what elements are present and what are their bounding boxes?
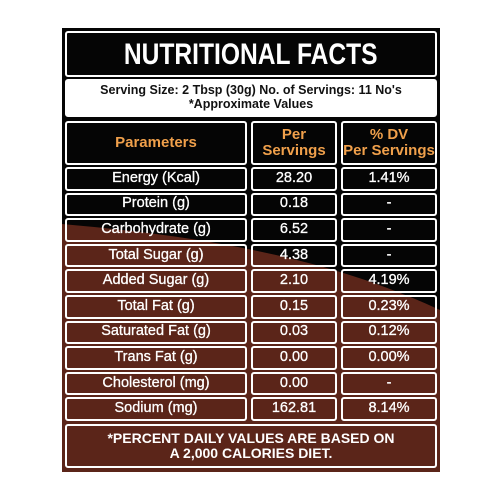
value: 0.00 (251, 371, 337, 396)
footer-box: *PERCENT DAILY VALUES ARE BASED ON A 2,00… (65, 424, 437, 468)
value: 6.52 (251, 218, 337, 242)
value: 0.23% (341, 295, 437, 319)
parameter: Trans Fat (g) (65, 346, 247, 370)
parameter: Total Sugar (g) (65, 243, 247, 268)
value: 28.20 (251, 167, 337, 191)
parameter: Carbohydrate (g) (65, 218, 247, 242)
value: 162.81 (251, 397, 337, 421)
value: 0.00 (251, 346, 337, 370)
parameter: Energy (Kcal) (65, 167, 247, 191)
parameter: Sodium (mg) (65, 397, 247, 421)
value: 4.19% (341, 269, 437, 293)
column-header: % DV Per Servings (341, 121, 437, 165)
serving-box: Serving Size: 2 Tbsp (30g) No. of Servin… (65, 79, 437, 117)
column-header: Parameters (65, 121, 247, 165)
value: 0.15 (251, 295, 337, 319)
value: 0.18 (251, 192, 337, 217)
parameter: Saturated Fat (g) (65, 320, 247, 345)
value: 0.03 (251, 320, 337, 345)
header-line: Per Servings (343, 142, 435, 159)
parameter: Total Fat (g) (65, 295, 247, 319)
footer-line: *PERCENT DAILY VALUES ARE BASED ON (107, 429, 395, 446)
value: 8.14% (341, 397, 437, 421)
value: 2.10 (251, 269, 337, 293)
serving-size: Serving Size: 2 Tbsp (30g) No. of Servin… (100, 83, 402, 98)
header-line: Parameters (115, 133, 197, 151)
value: - (341, 192, 437, 217)
header-line: Per (281, 125, 307, 143)
header-line: % DV (369, 125, 409, 143)
parameter: Added Sugar (g) (65, 269, 247, 293)
title: NUTRITIONAL FACTS (124, 37, 378, 71)
footer-line: A 2,000 CALORIES DIET. (169, 445, 333, 461)
parameter: Protein (g) (65, 192, 247, 217)
value: 0.00% (341, 346, 437, 370)
title-box: NUTRITIONAL FACTS (65, 31, 437, 77)
nutrition-label: NUTRITIONAL FACTS Serving Size: 2 Tbsp (… (62, 28, 440, 472)
value: - (341, 243, 437, 268)
column-header: Per Servings (251, 121, 337, 165)
value: - (341, 218, 437, 242)
header-line: Servings (262, 142, 326, 159)
parameter: Cholesterol (mg) (65, 371, 247, 396)
note: *Approximate Values (188, 97, 314, 111)
value: - (341, 371, 437, 396)
value: 4.38 (251, 243, 337, 268)
value: 0.12% (341, 320, 437, 345)
value: 1.41% (341, 167, 437, 191)
